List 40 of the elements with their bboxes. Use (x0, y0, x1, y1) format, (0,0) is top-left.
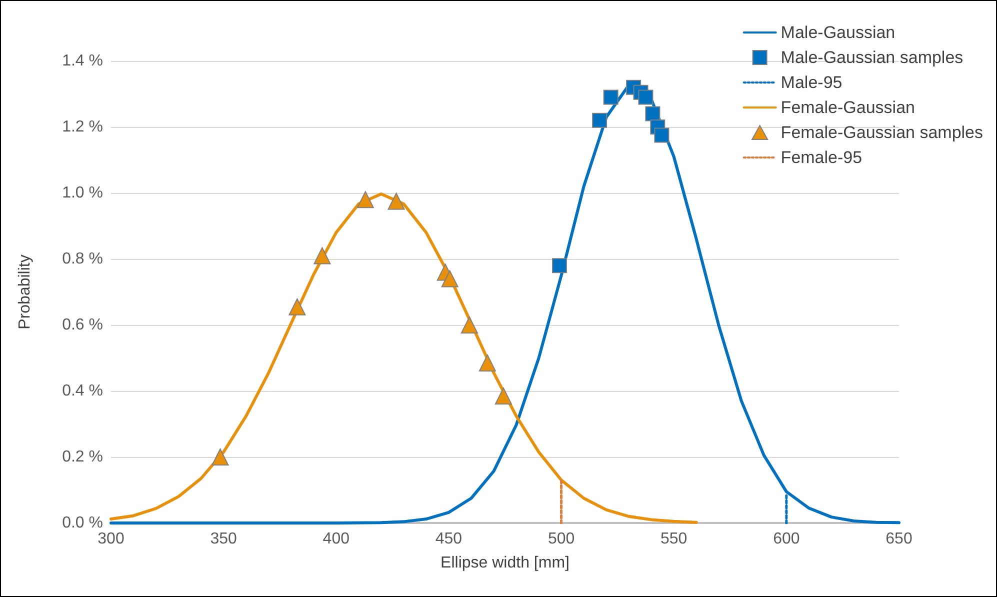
x-tick-label: 400 (322, 530, 350, 548)
y-tick-label: 0.4 % (62, 382, 103, 400)
x-tick-label: 500 (548, 530, 575, 548)
x-tick-label: 300 (98, 530, 124, 548)
y-tick-label: 1.0 % (62, 184, 103, 202)
point (552, 258, 567, 274)
legend-label: Female-95 (780, 148, 862, 167)
point (314, 247, 331, 264)
y-tick-label: 1.2 % (62, 118, 103, 136)
point (212, 448, 229, 466)
x-axis-title: Ellipse width [mm] (440, 554, 570, 572)
point (654, 128, 670, 143)
y-tick-label: 0.8 % (62, 250, 103, 268)
legend-label: Female-Gaussian (780, 98, 915, 117)
y-tick-label: 0.2 % (62, 448, 103, 466)
legend-label: Female-Gaussian samples (780, 123, 984, 142)
y-tick-label: 1.4 % (62, 52, 103, 70)
legend-label: Male-Gaussian (780, 23, 896, 42)
y-axis-title: Probability (16, 254, 34, 330)
point (288, 298, 306, 316)
x-tick-label: 450 (435, 530, 462, 548)
point (592, 112, 608, 128)
point (441, 270, 458, 288)
x-tick-label: 550 (660, 530, 688, 548)
point (388, 192, 405, 210)
x-tick-label: 600 (773, 530, 800, 548)
legend-label: Male-95 (780, 73, 842, 92)
y-tick-label: 0.0 % (62, 514, 103, 532)
point (494, 387, 512, 404)
point (460, 316, 478, 334)
point (603, 90, 618, 105)
x-tick-label: 650 (886, 530, 912, 548)
x-tick-label: 350 (210, 530, 238, 548)
line-series (110, 192, 698, 524)
point (478, 354, 496, 372)
point (645, 106, 660, 122)
legend-label: Male-Gaussian samples (780, 48, 964, 67)
point (356, 191, 374, 208)
y-tick-label: 0.6 % (62, 316, 103, 334)
point (638, 90, 654, 105)
